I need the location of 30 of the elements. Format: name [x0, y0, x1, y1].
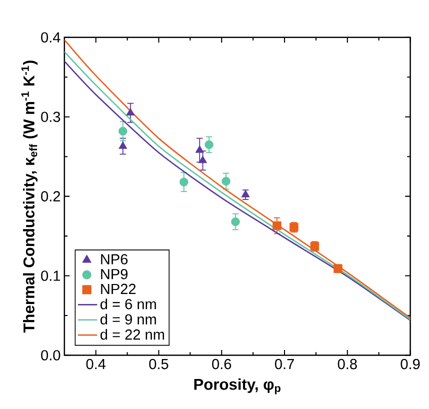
point — [195, 145, 204, 153]
point — [204, 140, 214, 149]
legend-label: NP6 — [101, 254, 128, 264]
x-tick-label: 0.8 — [338, 358, 357, 370]
point — [241, 190, 250, 198]
y-tick-label: 0.3 — [41, 112, 60, 122]
y-tick-label: 0.0 — [41, 350, 60, 360]
y-tick-label: 0.4 — [41, 32, 60, 42]
y-tick-label: 0.1 — [41, 270, 60, 281]
legend-label: NP22 — [101, 284, 136, 294]
point — [198, 156, 208, 163]
point — [126, 108, 135, 116]
legend-label: d = 6 nm — [100, 298, 156, 310]
y-tick-label: 0.2 — [41, 191, 60, 202]
x-tick-label: 0.6 — [212, 358, 232, 370]
legend-label: d = 9 nm — [100, 314, 156, 324]
x-axis-title: Porosity, φ$_{p}$ — [194, 378, 280, 394]
point — [118, 126, 128, 136]
legend-label: NP9 — [101, 268, 128, 280]
y-axis-title: Thermal Conductivity, κ$_{eff}$ (W m$^{-1}$ K$^{-1}$) — [21, 60, 38, 332]
x-tick-label: 0.5 — [149, 358, 168, 370]
legend-label: d = 22 nm — [100, 328, 164, 340]
point — [118, 141, 128, 149]
x-tick-label: 0.4 — [86, 358, 106, 370]
point — [222, 176, 230, 186]
point — [180, 178, 188, 186]
point — [272, 221, 282, 230]
point — [231, 217, 240, 226]
x-tick-label: 0.7 — [274, 358, 294, 370]
x-tick-label: 0.9 — [400, 358, 420, 370]
